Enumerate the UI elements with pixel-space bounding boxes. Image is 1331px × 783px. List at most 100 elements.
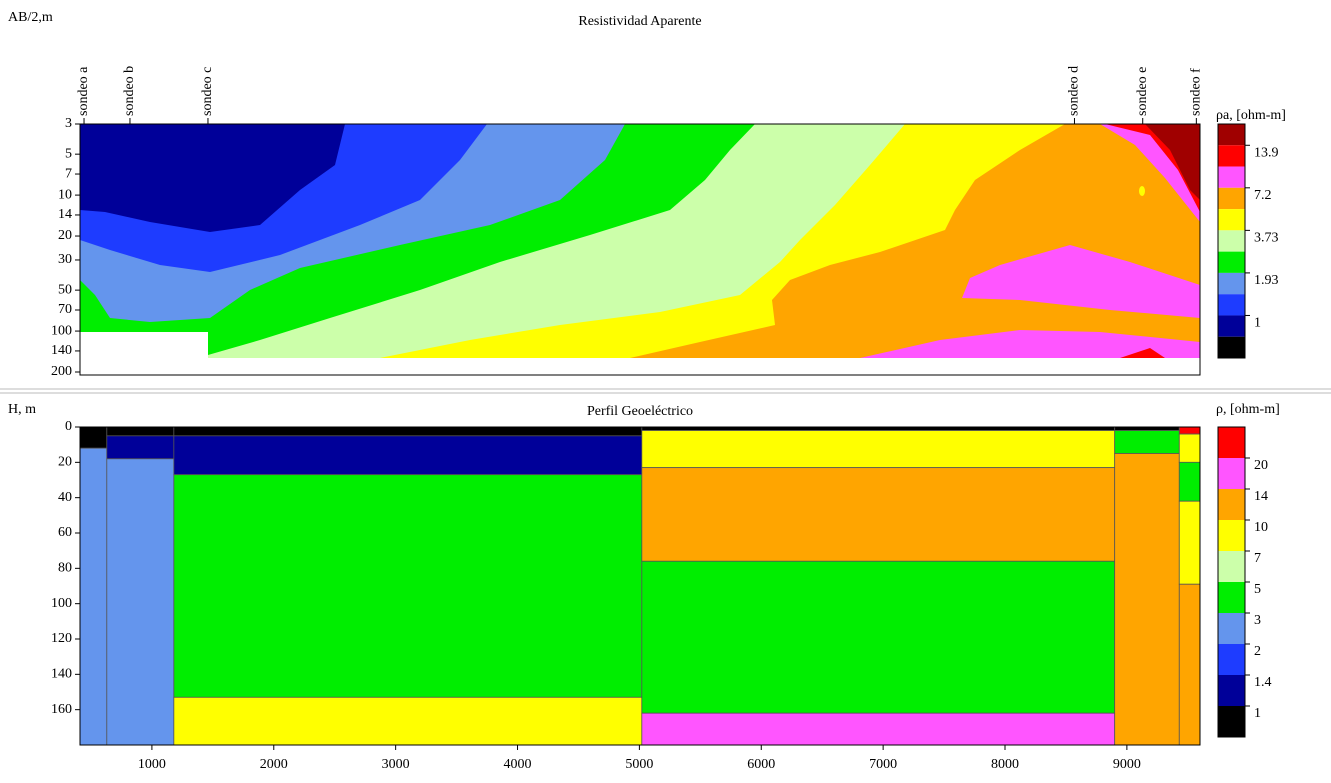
- colorbar-tick-label: 10: [1254, 520, 1268, 535]
- y-tick-label: 0: [65, 419, 72, 434]
- colorbar-tick-label: 5: [1254, 582, 1261, 597]
- y-tick-label: 20: [58, 455, 72, 470]
- colorbar-swatch: [1218, 582, 1245, 613]
- region: [1120, 348, 1165, 358]
- plot-frame: [79, 123, 1201, 376]
- layer: [1178, 500, 1201, 585]
- chart-title: Perfil Geoeléctrico: [587, 404, 693, 419]
- colorbar-swatch: [1218, 336, 1245, 358]
- colorbar-swatch: [1218, 294, 1245, 316]
- y-tick-label: 140: [51, 667, 72, 682]
- layer: [641, 560, 1116, 714]
- colorbar-swatch: [1218, 187, 1245, 210]
- x-tick-label: 7000: [869, 757, 897, 772]
- colorbar-swatch: [1218, 489, 1245, 520]
- colorbar-tick-label: 1.93: [1254, 273, 1279, 288]
- colorbar-swatch: [1218, 458, 1245, 489]
- colorbar-tick-label: 7.2: [1254, 188, 1272, 203]
- colorbar-tick-label: 1: [1254, 316, 1261, 331]
- y-tick-label: 7: [65, 166, 72, 181]
- region: [80, 332, 208, 358]
- colorbar-swatch: [1218, 520, 1245, 551]
- sounding-label: sondeo d: [1067, 66, 1082, 116]
- y-tick-label: 140: [51, 343, 72, 358]
- colorbar-swatch: [1218, 613, 1245, 644]
- layer: [1178, 583, 1201, 746]
- y-tick-label: 5: [65, 146, 72, 161]
- colorbar-swatch: [1218, 166, 1245, 188]
- y-tick-label: 30: [58, 252, 72, 267]
- layer: [641, 426, 1116, 431]
- y-tick-label: 100: [51, 596, 72, 611]
- colorbar-swatch: [1218, 124, 1245, 146]
- layer: [1178, 461, 1201, 502]
- y-tick-label: 70: [58, 302, 72, 317]
- y-tick-label: 50: [58, 282, 72, 297]
- layer: [1114, 453, 1180, 746]
- layer: [173, 435, 643, 476]
- y-tick-label: 10: [58, 187, 72, 202]
- y-axis-label: H, m: [8, 402, 36, 417]
- colorbar-label: ρ, [ohm-m]: [1216, 402, 1280, 417]
- layer: [641, 430, 1116, 469]
- layer: [641, 467, 1116, 562]
- layer: [79, 447, 108, 746]
- colorbar-tick-label: 3.73: [1254, 231, 1279, 246]
- y-tick-label: 60: [58, 525, 72, 540]
- colorbar-swatch: [1218, 251, 1245, 273]
- x-tick-label: 4000: [504, 757, 532, 772]
- colorbar-tick-label: 14: [1254, 489, 1268, 504]
- contour-regions: [80, 124, 1200, 375]
- x-tick-label: 8000: [991, 757, 1019, 772]
- colorbar-tick-label: 1: [1254, 706, 1261, 721]
- layer: [106, 435, 175, 460]
- colorbar-swatch: [1218, 675, 1245, 706]
- layer: [1178, 426, 1201, 435]
- layer: [1114, 426, 1180, 431]
- layer: [1178, 433, 1201, 463]
- layer: [173, 696, 643, 746]
- sounding-label: sondeo f: [1189, 68, 1204, 116]
- colorbar-swatch: [1218, 427, 1245, 458]
- y-tick-label: 200: [51, 364, 72, 379]
- y-tick-label: 20: [58, 228, 72, 243]
- colorbar-tick-label: 2: [1254, 644, 1261, 659]
- layer: [79, 426, 108, 449]
- colorbar-swatch: [1218, 706, 1245, 737]
- colorbar-swatch: [1218, 644, 1245, 675]
- colorbar-tick-label: 13.9: [1254, 145, 1279, 160]
- colorbar-tick-label: 1.4: [1254, 675, 1272, 690]
- x-tick-label: 5000: [625, 757, 653, 772]
- sounding-label: sondeo e: [1135, 67, 1150, 116]
- colorbar-frame: [1217, 123, 1246, 359]
- colorbar-swatch: [1218, 272, 1245, 295]
- colorbar-label: ρa, [ohm-m]: [1216, 108, 1286, 123]
- x-tick-label: 6000: [747, 757, 775, 772]
- y-axis-label: AB/2,m: [8, 10, 53, 25]
- chart-title: Resistividad Aparente: [578, 14, 701, 29]
- colorbar-swatch: [1218, 209, 1245, 231]
- y-tick-label: 160: [51, 702, 72, 717]
- x-tick-label: 2000: [260, 757, 288, 772]
- y-tick-label: 40: [58, 490, 72, 505]
- colorbar-tick-label: 20: [1254, 458, 1268, 473]
- region: [80, 124, 345, 232]
- layer: [1114, 430, 1180, 454]
- x-tick-label: 3000: [382, 757, 410, 772]
- x-tick-label: 9000: [1113, 757, 1141, 772]
- y-tick-label: 80: [58, 561, 72, 576]
- x-tick-label: 1000: [138, 757, 166, 772]
- y-tick-label: 3: [65, 116, 72, 131]
- layer: [173, 474, 643, 698]
- layer: [173, 426, 643, 437]
- y-tick-label: 14: [58, 207, 72, 222]
- colorbar-swatch: [1218, 145, 1245, 167]
- layer: [106, 458, 175, 746]
- colorbar-swatch: [1218, 315, 1245, 337]
- colorbar-swatch: [1218, 551, 1245, 582]
- colorbar-tick-label: 3: [1254, 613, 1261, 628]
- colorbar-tick-label: 7: [1254, 551, 1261, 566]
- colorbar-swatch: [1218, 230, 1245, 252]
- layer: [106, 426, 175, 437]
